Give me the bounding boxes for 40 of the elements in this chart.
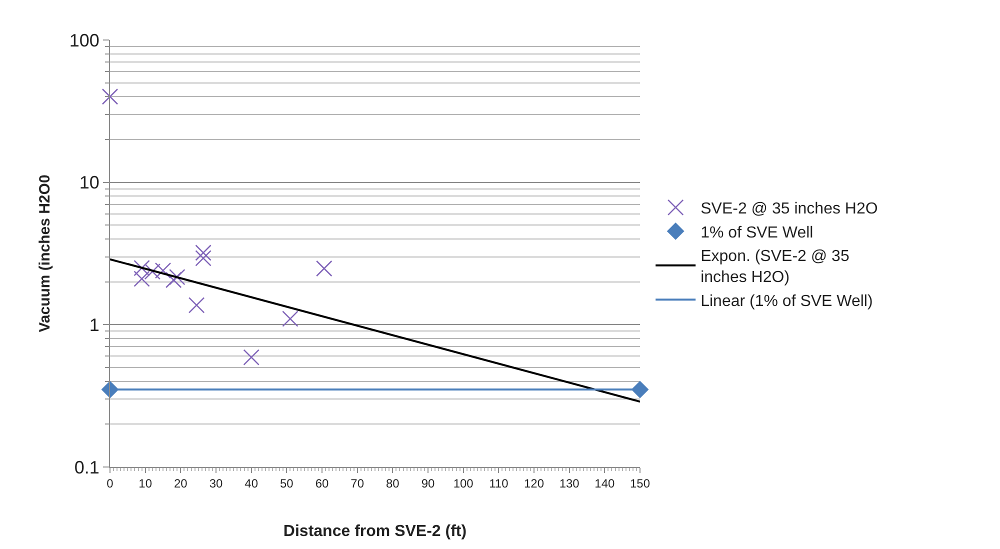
legend-label: 1% of SVE Well [700, 224, 814, 242]
x-tick-label: 120 [524, 476, 544, 490]
x-tick-label: 110 [489, 476, 509, 490]
x-tick-label: 0 [106, 476, 114, 490]
x-tick-label: 70 [350, 476, 364, 490]
point [188, 297, 205, 314]
legend-label: SVE-2 @ 35 inches H2O [700, 200, 878, 218]
x-tick-label: 40 [244, 476, 258, 490]
point [102, 88, 118, 105]
y-tick-label: 1 [89, 314, 100, 335]
point [195, 250, 212, 266]
point [144, 263, 161, 280]
x-tick-label: 30 [209, 476, 223, 490]
y-tick-label: 0.1 [74, 457, 100, 478]
point [195, 244, 212, 261]
point [243, 349, 260, 366]
legend-label: Expon. (SVE-2 @ 35 inches H2O) [700, 248, 850, 286]
x-tick-label: 140 [594, 476, 615, 490]
point [165, 272, 182, 288]
point [316, 260, 332, 277]
x-tick-label: 80 [386, 476, 400, 490]
legend-label: Linear (1% of SVE Well) [700, 292, 873, 310]
point [134, 270, 150, 287]
y-axis-title: Vacuum (inches H2O0 [36, 174, 54, 332]
point [154, 262, 172, 279]
x-tick-label: 10 [138, 476, 152, 490]
x-tick-label: 60 [315, 476, 329, 490]
x-tick-label: 100 [453, 476, 474, 490]
point [134, 260, 150, 276]
x-tick-label: 20 [174, 476, 188, 490]
x-axis-title: Distance from SVE-2 (ft) [283, 523, 467, 540]
x-tick-label: 150 [630, 476, 650, 490]
x-tick-label: 130 [559, 476, 580, 490]
x-tick-label: 50 [280, 476, 294, 490]
point [168, 268, 186, 286]
point [282, 310, 298, 327]
y-tick-label: 100 [69, 30, 100, 50]
y-tick-label: 10 [79, 172, 100, 193]
point [632, 381, 648, 398]
x-tick-label: 90 [421, 476, 435, 490]
